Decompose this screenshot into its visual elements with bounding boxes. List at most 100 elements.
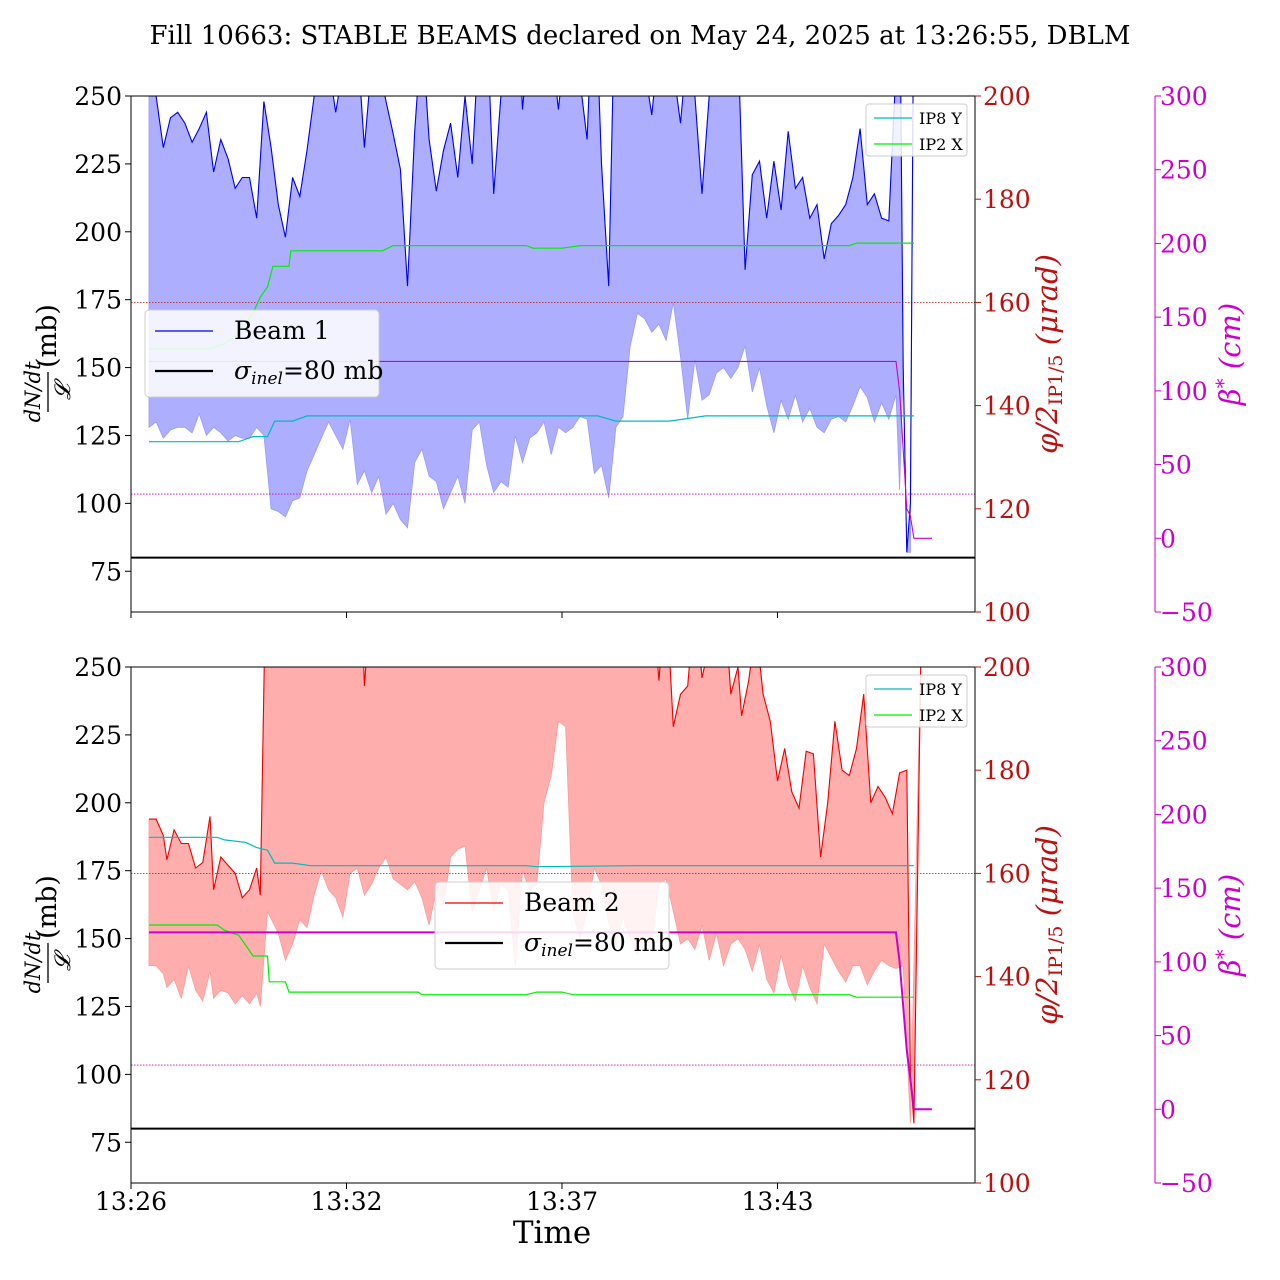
beta-label-main: β (1213, 388, 1247, 406)
phi-tick-label: 160 (983, 288, 1031, 317)
sigma-rest: =80 mb (283, 356, 383, 385)
phi-label-text: φ/2IP1/5 (μrad) (1030, 825, 1067, 1025)
phi-tick-label: 140 (983, 392, 1031, 421)
beta-tick-label: 150 (1160, 303, 1208, 332)
ip8-y-angle-line (149, 836, 914, 868)
y-tick-label: 175 (74, 857, 122, 886)
angle-legend: IP8 Y IP2 X (865, 103, 968, 157)
sigma-rest: =80 mb (573, 928, 673, 957)
angle-legend-label: IP2 X (919, 135, 963, 154)
beam-legend-box (144, 309, 380, 398)
y-label-unit: (mb) (32, 875, 63, 939)
beta-label-text: β* (cm) (1211, 874, 1247, 977)
x-tick-label: 13:37 (526, 1187, 598, 1216)
ip2-x-angle-line (149, 924, 914, 998)
phi-label-main: φ/2 (1030, 976, 1064, 1025)
rate-fill-band (148, 667, 922, 1124)
phi-tick-label: 140 (983, 963, 1031, 992)
angle-legend-label: IP8 Y (919, 680, 962, 699)
phi-tick-label: 120 (983, 1066, 1031, 1095)
beam1-panel: 75 100 125 150 175 200 225 250 100 120 140 160 180 20… (21, 82, 1247, 627)
beta-tick-label: 0 (1160, 524, 1176, 553)
y-tick-label: 150 (74, 925, 122, 954)
beta-label-superscript: * (1211, 378, 1235, 388)
x-axis-label: Time (513, 1215, 591, 1251)
beta-star-line (149, 360, 932, 539)
beta-label-text: β* (cm) (1211, 303, 1247, 406)
y-label-numerator: dN/dt (21, 361, 45, 422)
y-axis-label: dN/dt 𝓛(mb) (21, 875, 76, 993)
y-tick-label: 225 (74, 721, 122, 750)
y-tick-label: 200 (74, 789, 122, 818)
y-label-numerator: dN/dt (21, 932, 45, 993)
beta-tick-label: 50 (1160, 451, 1192, 480)
y-tick-label: 225 (74, 150, 122, 179)
beta-tick-label: 300 (1160, 653, 1208, 682)
beta-tick-label: 200 (1160, 229, 1208, 258)
phi-tick-label: 100 (983, 598, 1031, 627)
phi-label-subscript: IP1/5 (1045, 926, 1067, 977)
beta-label-unit: (cm) (1213, 303, 1247, 379)
y-tick-label: 100 (74, 489, 122, 518)
phi-label-subscript: IP1/5 (1045, 355, 1067, 406)
beam-legend: Beam 1 σinel=80 mb (144, 309, 383, 398)
rate-series-line (155, 96, 914, 553)
phi-tick-label: 100 (983, 1169, 1031, 1198)
phi-tick-label: 180 (983, 756, 1031, 785)
beta-axis-label: β* (cm) (1211, 303, 1247, 406)
sigma-symbol: σ (234, 356, 252, 385)
rate-series-line (149, 667, 922, 1124)
phi-axis-label: φ/2IP1/5 (μrad) (1030, 254, 1067, 454)
beta-tick-label: 150 (1160, 874, 1208, 903)
beta-label-superscript: * (1211, 949, 1235, 959)
angle-legend-box (865, 103, 968, 157)
phi-tick-label: 120 (983, 495, 1031, 524)
phi-tick-label: 180 (983, 185, 1031, 214)
y-tick-label: 175 (74, 286, 122, 315)
x-tick-label: 13:32 (310, 1187, 382, 1216)
y-tick-label: 75 (90, 557, 122, 586)
angle-legend-label: IP2 X (919, 706, 963, 725)
y-tick-label: 125 (74, 992, 122, 1021)
plot-frame (130, 666, 976, 1184)
angle-legend-label: IP8 Y (919, 109, 962, 128)
beta-tick-label: 50 (1160, 1022, 1192, 1051)
phi-label-text: φ/2IP1/5 (μrad) (1030, 254, 1067, 454)
x-tick-label: 13:43 (741, 1187, 813, 1216)
beta-tick-label: 200 (1160, 800, 1208, 829)
angle-legend-box (865, 674, 968, 728)
y-label-unit: (mb) (32, 304, 63, 368)
y-tick-label: 75 (90, 1128, 122, 1157)
beta-axis-label: β* (cm) (1211, 874, 1247, 977)
plot-area (131, 96, 975, 553)
beta-label-main: β (1213, 959, 1247, 977)
beta-tick-label: 100 (1160, 948, 1208, 977)
angle-legend: IP8 Y IP2 X (865, 674, 968, 728)
phi-label-unit: (μrad) (1030, 254, 1064, 354)
y-tick-label: 150 (74, 354, 122, 383)
y-tick-label: 250 (74, 653, 122, 682)
beam-legend-box (434, 881, 670, 970)
figure-title: Fill 10663: STABLE BEAMS declared on May… (150, 21, 1131, 51)
sigma-legend-label: σinel=80 mb (524, 928, 673, 961)
beta-tick-label: 250 (1160, 156, 1208, 185)
beta-label-unit: (cm) (1213, 874, 1247, 950)
plot-area (131, 667, 975, 1124)
phi-axis-label: φ/2IP1/5 (μrad) (1030, 825, 1067, 1025)
phi-label-unit: (μrad) (1030, 825, 1064, 925)
phi-label-main: φ/2 (1030, 405, 1064, 454)
beta-tick-label: 250 (1160, 727, 1208, 756)
beam-legend: Beam 2 σinel=80 mb (434, 881, 673, 970)
phi-tick-label: 160 (983, 859, 1031, 888)
beam2-panel: 75 100 125 150 175 200 225 250 100 120 140 160 180 20… (21, 653, 1247, 1216)
sigma-symbol: σ (524, 928, 542, 957)
y-tick-label: 100 (74, 1060, 122, 1089)
phi-tick-label: 200 (983, 653, 1031, 682)
y-tick-label: 125 (74, 421, 122, 450)
x-tick-label: 13:26 (95, 1187, 167, 1216)
beta-tick-label: −50 (1160, 598, 1213, 627)
sigma-subscript: inel (251, 369, 283, 389)
beta-star-line (149, 931, 932, 1111)
y-tick-label: 250 (74, 82, 122, 111)
